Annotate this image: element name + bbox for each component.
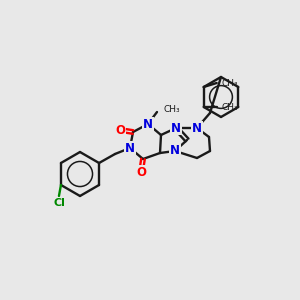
- Text: O: O: [115, 124, 125, 136]
- Text: CH₃: CH₃: [222, 79, 238, 88]
- Text: Cl: Cl: [53, 198, 65, 208]
- Text: O: O: [136, 166, 146, 178]
- Text: N: N: [170, 145, 180, 158]
- Text: CH₃: CH₃: [222, 103, 238, 112]
- Text: CH₃: CH₃: [164, 106, 181, 115]
- Text: N: N: [192, 122, 202, 134]
- Text: N: N: [143, 118, 153, 130]
- Text: N: N: [125, 142, 135, 154]
- Text: N: N: [171, 122, 181, 134]
